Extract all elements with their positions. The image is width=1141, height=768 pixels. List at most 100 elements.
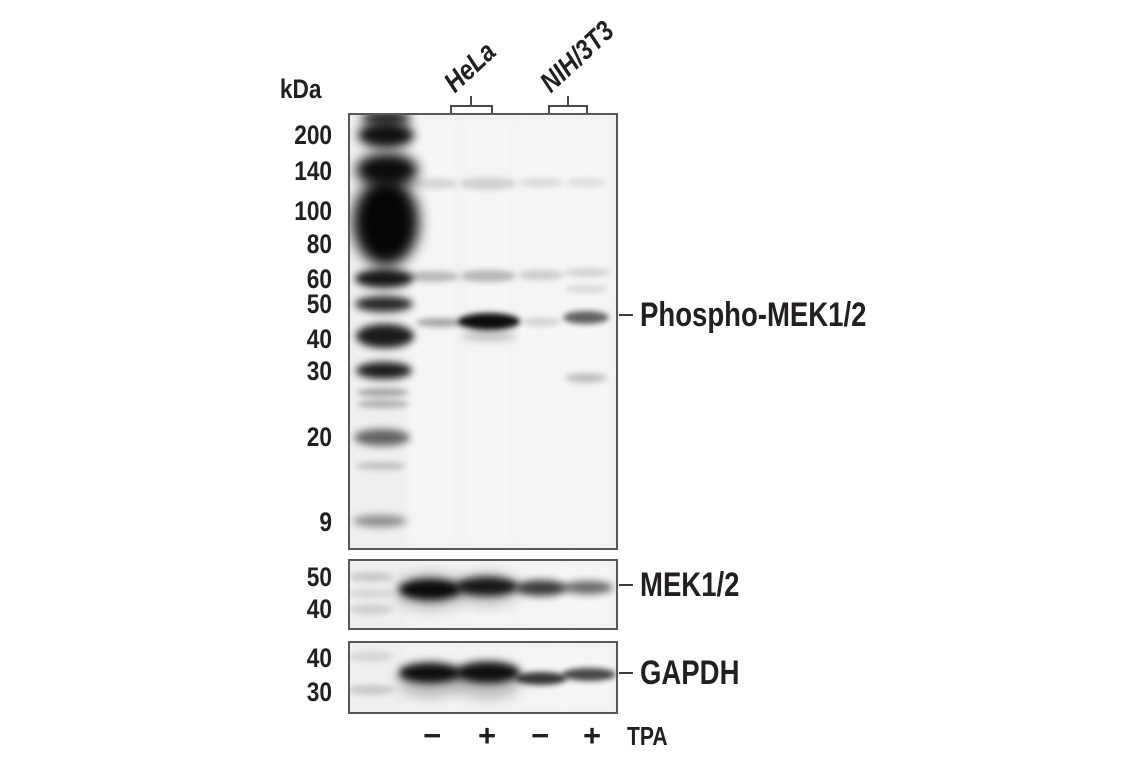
mw-label-text: 200 <box>294 120 332 150</box>
blot-band <box>566 177 606 187</box>
mw-label-140: 140 <box>262 156 332 186</box>
blot-panel-0 <box>348 113 618 550</box>
cell-line-text: HeLa <box>437 35 502 98</box>
mw-label-80: 80 <box>262 229 332 259</box>
blot-band <box>456 661 520 683</box>
kda-unit-text: kDa <box>280 74 322 104</box>
bracket-cap-left <box>450 105 452 113</box>
target-label-phospho-mek1-2: Phospho-MEK1/2 <box>640 295 920 335</box>
blot-band <box>350 588 393 598</box>
mw-label-50: 50 <box>262 289 332 319</box>
target-label-gapdh: GAPDH <box>640 653 763 693</box>
blot-band <box>521 318 561 326</box>
blot-band <box>515 580 567 596</box>
blot-panel-1 <box>348 559 618 630</box>
blot-band <box>356 361 412 379</box>
lane-streak <box>562 561 614 628</box>
blot-band <box>399 663 461 683</box>
treatment-symbol: + <box>477 718 497 753</box>
blot-band <box>399 578 461 600</box>
mw-label-100: 100 <box>262 196 332 226</box>
bracket-stem <box>567 96 569 105</box>
mw-label-40: 40 <box>262 324 332 354</box>
target-label-text: Phospho-MEK1/2 <box>640 296 867 334</box>
blot-band <box>361 115 411 126</box>
blot-band <box>353 515 407 527</box>
blot-band <box>460 176 516 190</box>
mw-label-30: 30 <box>262 356 332 386</box>
blot-band <box>350 603 393 615</box>
blot-band <box>515 671 567 685</box>
lane-streak <box>515 115 567 548</box>
cell-line-text: NIH/3T3 <box>533 14 620 98</box>
blot-band <box>456 576 518 596</box>
blot-band <box>563 580 613 594</box>
blot-band <box>355 296 413 312</box>
blot-band <box>416 317 464 327</box>
mw-label-text: 40 <box>306 643 332 673</box>
treatment-symbol: − <box>422 718 442 753</box>
mw-label-text: 20 <box>306 422 332 452</box>
blot-band <box>519 177 563 187</box>
treatment-symbol: + <box>582 718 602 753</box>
lane-group-bracket <box>548 105 588 107</box>
blot-band <box>406 177 458 189</box>
target-tick <box>619 584 633 586</box>
lane-streak <box>562 115 614 548</box>
mw-label-text: 9 <box>319 507 332 537</box>
target-label-text: GAPDH <box>640 654 740 692</box>
blot-band <box>355 268 413 288</box>
mw-label-text: 40 <box>306 594 332 624</box>
bracket-stem <box>470 96 472 105</box>
mw-label-text: 30 <box>306 677 332 707</box>
blot-band <box>458 312 520 330</box>
mw-label-text: 50 <box>306 562 332 592</box>
mw-label-text: 140 <box>294 156 332 186</box>
bracket-cap-left <box>548 105 550 113</box>
target-tick <box>619 314 633 316</box>
blot-band <box>357 387 409 397</box>
blot-band <box>564 267 610 277</box>
kda-unit-label: kDa <box>252 74 322 104</box>
bracket-cap-right <box>491 105 493 113</box>
blot-band <box>565 373 607 383</box>
treatment-symbol: − <box>530 718 550 753</box>
target-tick <box>619 672 633 674</box>
blot-band <box>350 685 394 695</box>
mw-label-text: 60 <box>306 264 332 294</box>
mw-label-40: 40 <box>262 594 332 624</box>
blot-band <box>563 310 609 324</box>
mw-label-30: 30 <box>262 677 332 707</box>
mw-label-text: 30 <box>306 356 332 386</box>
blot-band <box>405 270 459 282</box>
blot-band <box>353 178 419 266</box>
mw-label-text: 40 <box>306 324 332 354</box>
lane-group-bracket <box>450 105 493 107</box>
mw-label-text: 100 <box>294 196 332 226</box>
blot-band <box>357 400 409 408</box>
blot-band <box>356 462 406 470</box>
treatment-name-label: TPA <box>627 716 677 756</box>
blot-band <box>518 270 564 280</box>
blot-band <box>358 122 414 148</box>
blot-band <box>356 324 414 348</box>
bracket-cap-right <box>586 105 588 113</box>
blot-band <box>562 667 616 681</box>
blot-band <box>460 270 516 282</box>
target-label-text: MEK1/2 <box>640 566 740 604</box>
lane-streak <box>462 115 514 548</box>
treatment-name-text: TPA <box>627 721 668 751</box>
blot-band <box>462 331 516 341</box>
blot-band <box>565 285 609 293</box>
mw-label-9: 9 <box>262 507 332 537</box>
blot-band <box>354 428 410 446</box>
cell-line-label: HeLa <box>437 29 510 98</box>
mw-label-40: 40 <box>262 643 332 673</box>
lane-streak <box>406 115 458 548</box>
target-label-mek1-2: MEK1/2 <box>640 565 763 605</box>
blot-band <box>350 650 393 662</box>
mw-label-text: 80 <box>306 229 332 259</box>
mw-label-60: 60 <box>262 264 332 294</box>
blot-band <box>350 572 393 582</box>
